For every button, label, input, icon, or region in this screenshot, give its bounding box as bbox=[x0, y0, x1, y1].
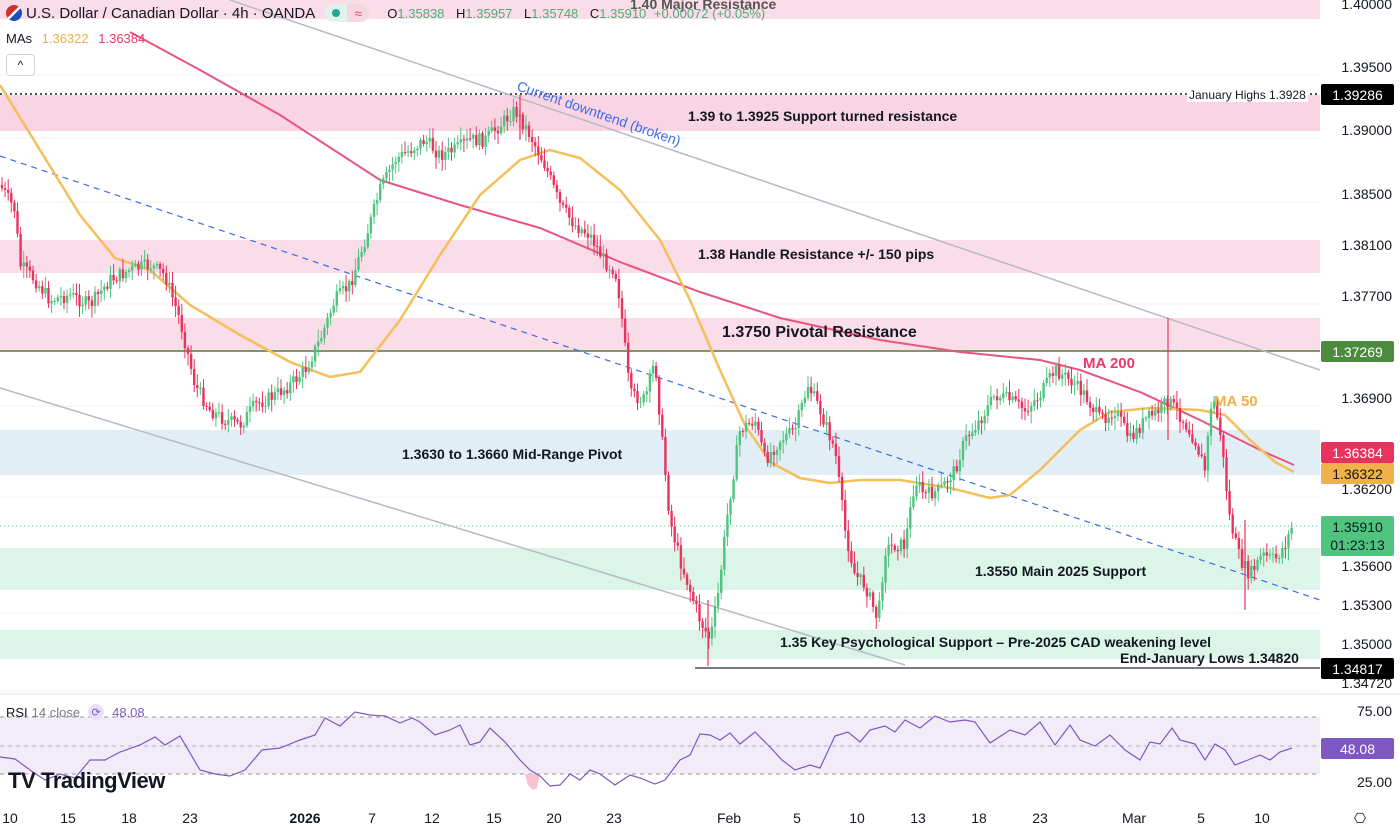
rsi-value-tag: 48.08 bbox=[1321, 738, 1394, 759]
ma200-value: 1.36384 bbox=[98, 31, 146, 46]
price-level-tag: 1.36322 bbox=[1321, 463, 1394, 484]
time-axis-tick: 12 bbox=[424, 810, 440, 826]
low-value: 1.35748 bbox=[531, 5, 579, 21]
price-level-tag: 1.39286 bbox=[1321, 84, 1394, 105]
time-axis-tick: 23 bbox=[1032, 810, 1048, 826]
zone-label: 1.38 Handle Resistance +/- 150 pips bbox=[698, 246, 935, 262]
moving-averages-legend[interactable]: MAs 1.36322 1.36384 bbox=[6, 31, 145, 46]
current-price-tag: 1.35910 01:23:13 bbox=[1321, 516, 1394, 556]
time-axis-tick: 10 bbox=[2, 810, 18, 826]
january-highs-label: January Highs 1.3928 bbox=[1187, 88, 1308, 102]
close-label: C bbox=[589, 5, 600, 21]
mas-label: MAs bbox=[6, 31, 32, 46]
tradingview-logo[interactable]: TV TradingView bbox=[8, 768, 165, 794]
wave-icon: ≈ bbox=[347, 4, 370, 22]
time-axis-tick: 23 bbox=[606, 810, 622, 826]
market-status-pill[interactable]: ≈ bbox=[325, 4, 370, 22]
rsi-band bbox=[0, 717, 1320, 774]
time-axis-tick: 23 bbox=[182, 810, 198, 826]
time-axis-tick: 13 bbox=[910, 810, 926, 826]
time-axis-tick: 20 bbox=[546, 810, 562, 826]
rsi-axis-tick: 75.00 bbox=[1356, 703, 1392, 719]
annotation-zones bbox=[0, 0, 1320, 659]
market-open-icon bbox=[325, 4, 348, 22]
high-label: H bbox=[456, 5, 466, 21]
price-axis-tick: 1.35600 bbox=[1341, 558, 1392, 574]
price-level-tag: 1.34817 bbox=[1321, 658, 1394, 679]
collapse-legend-button[interactable]: ^ bbox=[6, 54, 35, 76]
time-axis-tick: 18 bbox=[121, 810, 137, 826]
rsi-legend[interactable]: RSI 14 close ⟳ 48.08 bbox=[6, 704, 145, 720]
high-value: 1.35957 bbox=[465, 5, 513, 21]
rsi-oversold-fill bbox=[525, 774, 540, 790]
ma200-label: MA 200 bbox=[1083, 355, 1135, 372]
rsi-label: RSI bbox=[6, 704, 28, 720]
time-axis-tick: Feb bbox=[716, 810, 742, 826]
zone-label: 1.39 to 1.3925 Support turned resistance bbox=[688, 108, 958, 124]
change-value: +0.00072 (+0.05%) bbox=[653, 5, 766, 21]
lower-channel-trendline[interactable] bbox=[0, 387, 906, 666]
time-axis-tick: 10 bbox=[1254, 810, 1270, 826]
price-axis-tick: 1.34720 bbox=[1341, 675, 1392, 691]
price-level-tag: 1.36384 bbox=[1321, 442, 1394, 463]
tradingview-logo-icon: TV bbox=[8, 768, 36, 793]
ohlc-values: O1.35838 H1.35957 L1.35748 C1.35910 +0.0… bbox=[379, 6, 765, 21]
upper-channel-trendline[interactable] bbox=[229, 0, 1321, 371]
price-axis-tick: 1.37700 bbox=[1341, 288, 1392, 304]
time-axis-tick: 15 bbox=[486, 810, 502, 826]
time-axis-tick: 18 bbox=[971, 810, 987, 826]
rsi-line bbox=[0, 711, 1293, 787]
symbol-header[interactable]: U.S. Dollar / Canadian Dollar · 4h · OAN… bbox=[6, 4, 765, 22]
price-axis-tick: 1.39000 bbox=[1341, 122, 1392, 138]
time-axis-tick: 7 bbox=[368, 810, 376, 826]
time-axis-tick: 5 bbox=[793, 810, 801, 826]
zone-label: 1.3750 Pivotal Resistance bbox=[722, 324, 917, 341]
zone-label: 1.35 Key Psychological Support – Pre-202… bbox=[780, 634, 1212, 650]
rsi-tag-label: 48.08 bbox=[1339, 740, 1376, 757]
price-level-tag: 1.37269 bbox=[1321, 341, 1394, 362]
usd-cad-flag-icon bbox=[6, 5, 22, 21]
bar-countdown: 01:23:13 bbox=[1330, 537, 1385, 553]
price-axis-tick: 1.38500 bbox=[1341, 186, 1392, 202]
rsi-value: 48.08 bbox=[112, 704, 145, 720]
end-january-lows-label: End-January Lows 1.34820 bbox=[1120, 650, 1299, 666]
time-axis-tick: 5 bbox=[1197, 810, 1205, 826]
zone-label: 1.40 Major Resistance bbox=[630, 0, 777, 12]
chevron-up-icon: ^ bbox=[17, 58, 24, 72]
tradingview-logo-text: TradingView bbox=[41, 768, 165, 793]
price-axis-tick: 1.40000 bbox=[1341, 0, 1392, 12]
price-axis-tick: 1.35000 bbox=[1341, 636, 1392, 652]
ma50-value: 1.36322 bbox=[41, 31, 89, 46]
open-value: 1.35838 bbox=[397, 5, 445, 21]
current-price-value: 1.35910 bbox=[1332, 519, 1383, 535]
settings-gear-icon[interactable]: ⎔ bbox=[1353, 810, 1367, 826]
price-axis-tick: 1.38100 bbox=[1341, 237, 1392, 253]
low-label: L bbox=[524, 5, 532, 21]
time-axis-tick: 2026 bbox=[289, 810, 321, 826]
rsi-params: 14 close bbox=[31, 704, 81, 720]
open-label: O bbox=[387, 5, 398, 21]
price-axis-tick: 1.35300 bbox=[1341, 597, 1392, 613]
price-axis-tick: 1.36200 bbox=[1341, 481, 1392, 497]
symbol-title[interactable]: U.S. Dollar / Canadian Dollar · 4h · OAN… bbox=[26, 4, 316, 22]
time-axis-tick: 15 bbox=[60, 810, 76, 826]
rsi-axis-tick: 25.00 bbox=[1356, 774, 1392, 790]
ma50-label: MA 50 bbox=[1214, 393, 1258, 410]
candlestick-series bbox=[0, 95, 1293, 666]
close-value: 1.35910 bbox=[599, 5, 647, 21]
time-axis-tick: 10 bbox=[849, 810, 865, 826]
zone-label: 1.3630 to 1.3660 Mid-Range Pivot bbox=[402, 446, 623, 462]
time-axis-tick: Mar bbox=[1121, 810, 1147, 826]
price-axis-tick: 1.36900 bbox=[1341, 390, 1392, 406]
zone-label: 1.3550 Main 2025 Support bbox=[975, 563, 1147, 579]
refresh-icon[interactable]: ⟳ bbox=[88, 704, 105, 720]
ma200-line bbox=[129, 31, 1295, 466]
price-axis-tick: 1.39500 bbox=[1341, 59, 1392, 75]
